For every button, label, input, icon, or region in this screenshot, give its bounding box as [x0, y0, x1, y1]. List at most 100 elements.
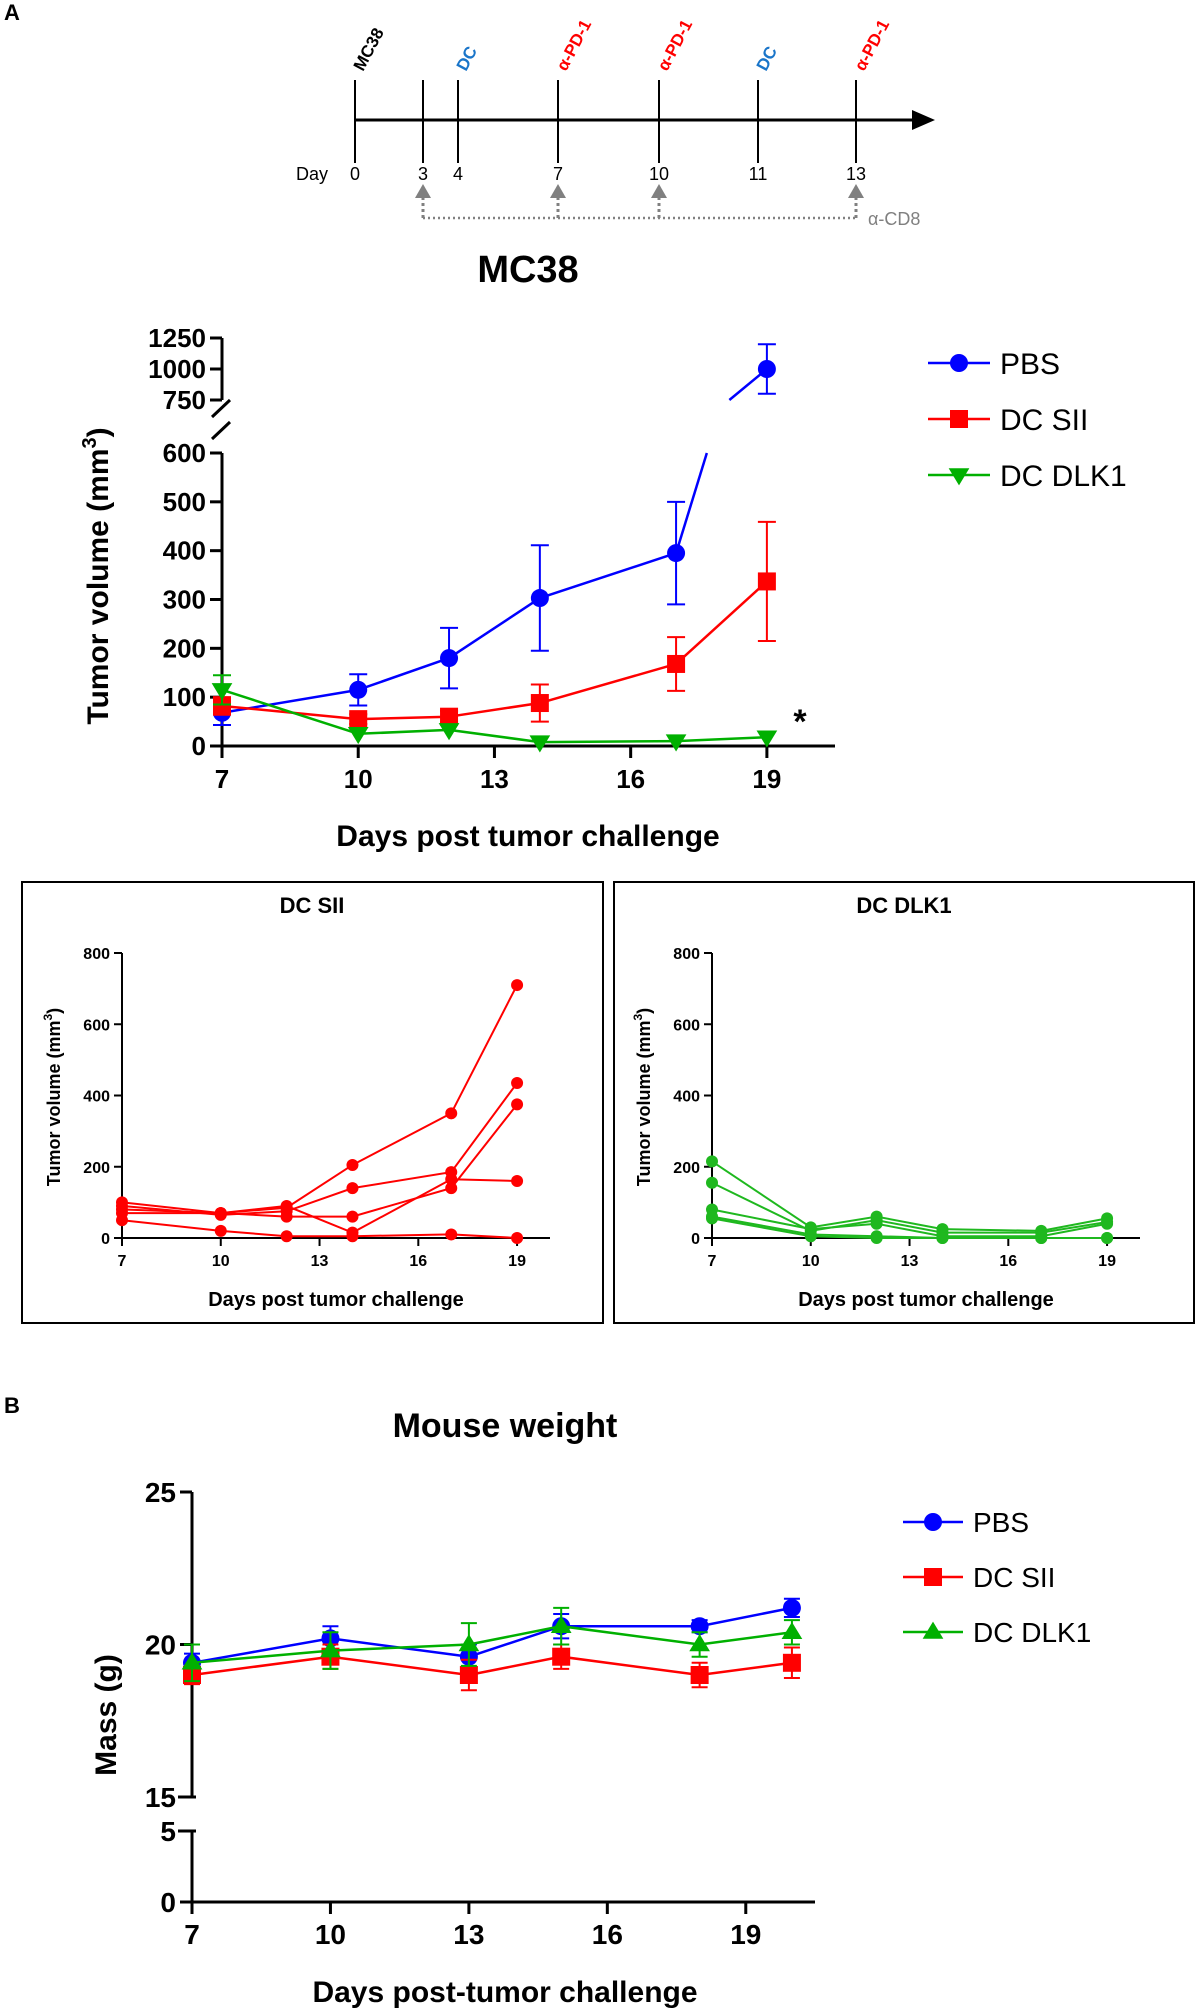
mouse-data-point	[445, 1173, 458, 1186]
mouse-data-point	[445, 1182, 458, 1195]
y-tick-label: 1000	[148, 354, 206, 384]
x-tick-label: 13	[901, 1253, 919, 1270]
y-tick-label: 200	[163, 633, 206, 663]
mouse-data-point	[870, 1217, 883, 1230]
series-line-segment	[676, 735, 767, 743]
cd8-label: α-CD8	[868, 209, 920, 229]
mouse-data-point	[346, 1158, 359, 1171]
weight-x-axis-label: Days post-tumor challenge	[312, 1976, 697, 2009]
data-point	[211, 683, 233, 701]
x-tick-label: 10	[344, 764, 373, 794]
y-tick-label: 0	[160, 1887, 176, 1918]
treatment-timeline: MC38 DC α-PD-1 α-PD-1 DC α-PD-1 Day 0 3 4 7 10 11 13 α…	[296, 17, 935, 229]
series-dc-dlk1	[181, 1606, 803, 1683]
data-point	[757, 572, 776, 591]
cd8-arrowhead	[550, 184, 566, 198]
data-point	[781, 1621, 803, 1640]
data-point	[181, 1652, 203, 1670]
y-tick-label: 400	[673, 1089, 700, 1106]
x-tick-label: 7	[184, 1919, 200, 1950]
legend-label: DC SII	[1000, 404, 1088, 437]
mouse-data-point	[511, 1077, 524, 1090]
x-tick-label: 7	[118, 1253, 127, 1270]
series-dc-sii	[213, 520, 776, 729]
mouse-data-point	[346, 1230, 359, 1243]
mouse-data-point	[936, 1232, 949, 1244]
series-line-segment	[539, 662, 677, 705]
mouse-data-point	[214, 1224, 227, 1237]
individual-mouse-series	[116, 1098, 524, 1223]
y-tick-label: 750	[163, 385, 206, 415]
mouse-data-point	[511, 1098, 524, 1111]
timeline-day-number: 11	[749, 164, 768, 184]
mouse-data-point	[870, 1232, 883, 1244]
mouse-data-point	[511, 1175, 524, 1187]
dc-sii-individual-chart: 0 200 400 600 800 7 10 13 16 19	[83, 946, 550, 1270]
data-point	[349, 710, 368, 729]
dc-dlk1-y-axis-label: Tumor volume (mm3)	[631, 1008, 654, 1186]
dc-sii-y-axis-label: Tumor volume (mm3)	[41, 1008, 64, 1186]
series-line-segment	[539, 551, 677, 600]
timeline-arrowhead	[912, 110, 935, 130]
series-line	[191, 1624, 793, 1665]
mouse-growth-line	[711, 1208, 1108, 1238]
y-tick-label: 300	[163, 585, 206, 615]
legend-label: PBS	[973, 1507, 1029, 1538]
timeline-day-number: 4	[453, 164, 463, 184]
x-tick-label: 19	[752, 764, 781, 794]
y-tick-label: 15	[145, 1782, 176, 1813]
data-point	[782, 1653, 801, 1672]
x-tick-label: 16	[592, 1919, 623, 1950]
timeline-event-label: α-PD-1	[553, 17, 596, 74]
y-tick-label: 800	[673, 946, 700, 963]
timeline-day-number: 7	[553, 164, 563, 184]
series-line-segment	[221, 688, 359, 735]
data-point	[756, 730, 778, 748]
timeline-day-number: 10	[649, 164, 669, 184]
data-point	[440, 649, 459, 668]
mouse-data-point	[706, 1176, 718, 1189]
mouse-data-point	[280, 1199, 293, 1212]
series-line-segment	[448, 596, 541, 660]
timeline-day-label: Day	[296, 164, 328, 184]
dc-dlk1-x-axis-label: Days post tumor challenge	[798, 1289, 1054, 1311]
legend-label: DC DLK1	[1000, 460, 1127, 493]
individual-mouse-series	[116, 1173, 524, 1239]
series-dc-sii	[183, 1643, 801, 1692]
individual-mouse-series	[706, 1155, 1114, 1237]
data-point	[438, 723, 460, 741]
y-tick-label: 600	[83, 1017, 110, 1034]
data-point	[530, 694, 549, 713]
series-line-segment	[674, 452, 709, 554]
series-dc-dlk1	[211, 674, 778, 753]
mouse-growth-line	[122, 1178, 518, 1234]
mouse-data-point	[346, 1210, 359, 1223]
series-line	[191, 1606, 793, 1665]
series-line-segment	[221, 688, 359, 715]
y-tick-label: 600	[673, 1017, 700, 1034]
mouse-growth-line	[711, 1181, 1108, 1234]
x-tick-label: 16	[999, 1253, 1017, 1270]
series-line-segment	[675, 580, 768, 665]
timeline-event-label: DC	[453, 43, 481, 74]
mouse-data-point	[1035, 1232, 1048, 1244]
mouse-data-point	[1101, 1217, 1114, 1230]
mouse-data-point	[346, 1182, 359, 1195]
data-point	[690, 1617, 709, 1636]
significance-annotation: *	[793, 703, 807, 741]
series-line-segment	[448, 701, 541, 718]
x-tick-label: 19	[1098, 1253, 1116, 1270]
x-tick-label: 16	[409, 1253, 427, 1270]
data-point	[665, 734, 687, 752]
dc-dlk1-chart-title: DC DLK1	[856, 893, 951, 918]
data-point	[349, 680, 368, 699]
y-tick-label: 25	[145, 1477, 176, 1508]
x-tick-label: 7	[708, 1253, 717, 1270]
series-pbs	[183, 1597, 801, 1673]
legend-marker	[950, 410, 968, 428]
mouse-weight-chart: 15 20 25 0 5 7 10 13 16 19 PBS DC SII DC DLK1	[145, 1477, 1091, 1950]
data-point	[757, 360, 776, 378]
y-tick-label: 600	[163, 438, 206, 468]
mouse-data-point	[511, 979, 524, 992]
